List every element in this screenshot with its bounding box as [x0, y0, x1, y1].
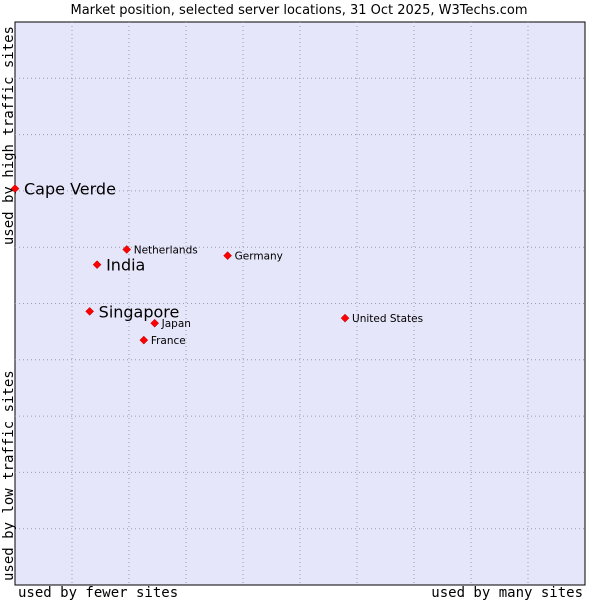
data-point-marker[interactable] [10, 184, 20, 194]
chart-title: Market position, selected server locatio… [70, 3, 527, 18]
data-point-label: Singapore [99, 302, 180, 321]
data-point-india[interactable]: India [92, 256, 145, 275]
data-point-label: United States [352, 313, 423, 325]
data-point-singapore[interactable]: Singapore [85, 302, 180, 321]
data-point-label: France [151, 335, 186, 347]
data-point-marker[interactable] [139, 335, 149, 345]
grid-lines [15, 22, 585, 585]
data-point-germany[interactable]: Germany [223, 251, 283, 263]
data-point-marker[interactable] [150, 318, 160, 328]
y-axis-label-high: used by high traffic sites [1, 26, 17, 245]
y-axis-label-low: used by low traffic sites [1, 370, 17, 581]
data-point-marker[interactable] [85, 307, 95, 316]
x-axis-label-low: used by fewer sites [18, 585, 178, 600]
data-point-france[interactable]: France [139, 335, 186, 347]
data-point-label: India [106, 256, 145, 275]
data-point-marker[interactable] [223, 251, 232, 260]
data-point-marker[interactable] [122, 245, 132, 254]
data-point-netherlands[interactable]: Netherlands [122, 244, 198, 256]
data-points: Cape Verde Netherlands Germany India Singapo… [10, 180, 423, 347]
data-point-cape-verde[interactable]: Cape Verde [10, 180, 116, 199]
data-point-label: Cape Verde [24, 180, 116, 199]
x-axis-label-high: used by many sites [431, 585, 583, 600]
data-point-label: Germany [235, 251, 283, 263]
data-point-label: Netherlands [134, 244, 198, 256]
data-point-marker[interactable] [340, 313, 350, 323]
data-point-japan[interactable]: Japan [150, 318, 191, 330]
data-point-label: Japan [161, 318, 191, 330]
data-point-marker[interactable] [92, 260, 102, 270]
data-point-united-states[interactable]: United States [340, 313, 423, 325]
